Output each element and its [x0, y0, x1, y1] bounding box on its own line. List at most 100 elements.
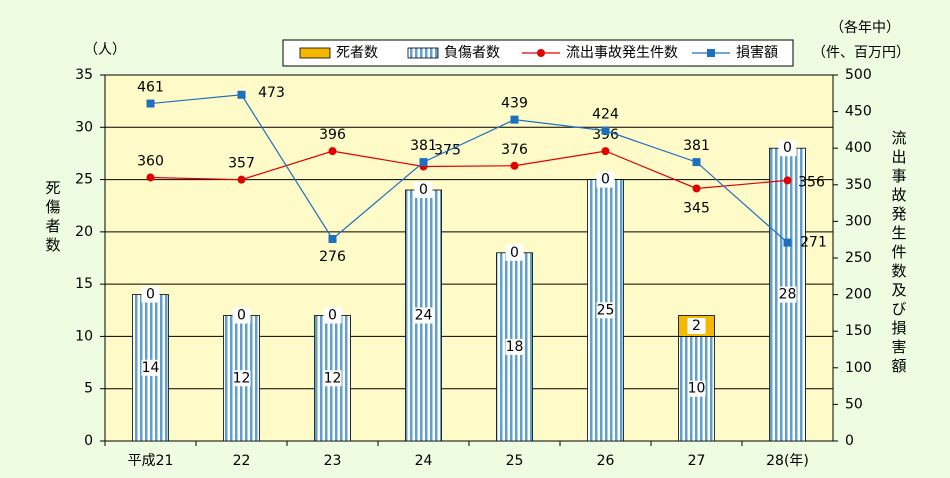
y-axis-label: 死傷者数 [44, 180, 62, 256]
legend-label: 損害額 [736, 45, 778, 61]
data-label: 0 [510, 245, 519, 261]
data-label-bg [323, 307, 342, 324]
data-label: 0 [419, 182, 428, 198]
x-tick-label: 23 [324, 453, 342, 469]
plot-area [104, 74, 834, 442]
y2-tick-label: 200 [845, 287, 872, 303]
y-tick-label: 20 [75, 224, 93, 240]
y-tick-label: 35 [75, 67, 93, 83]
line-point [692, 158, 701, 167]
y2-unit: （件、百万円） [812, 45, 910, 61]
data-label: 0 [601, 172, 610, 188]
data-label: 424 [592, 107, 619, 123]
line-point [601, 147, 610, 156]
data-label: 24 [415, 308, 433, 324]
line-point [783, 238, 792, 247]
data-label-bg [505, 244, 524, 261]
data-label: 396 [319, 127, 346, 143]
x-tick-label: 27 [688, 453, 706, 469]
data-label: 28 [779, 287, 797, 303]
line-point [237, 90, 246, 99]
y-tick-label: 15 [75, 276, 93, 292]
legend-label: 負傷者数 [444, 45, 500, 61]
data-label: 271 [800, 235, 827, 251]
data-label-bg [505, 338, 524, 355]
y-tick-label: 25 [75, 172, 93, 188]
line-point [328, 234, 337, 243]
y-unit: （人） [84, 42, 126, 58]
line [150, 94, 788, 244]
y2-axis-label: 流出事故発生件数及び損害額 [890, 130, 908, 377]
y2-tick-label: 300 [845, 213, 872, 229]
data-label: 10 [688, 381, 706, 397]
y2-tick-label: 50 [845, 396, 863, 412]
line [150, 150, 788, 190]
x-tick-label: 28(年) [766, 453, 809, 469]
line-point [510, 115, 519, 124]
x-tick-label: 25 [506, 453, 524, 469]
data-label: 461 [137, 80, 164, 96]
legend-label: 流出事故発生件数 [566, 45, 678, 61]
data-label: 356 [798, 174, 825, 190]
line-point [237, 175, 246, 184]
data-label-bg [141, 286, 160, 303]
data-label: 2 [692, 318, 701, 334]
line-point [783, 176, 792, 185]
data-label: 18 [506, 339, 524, 355]
data-label-bg [414, 307, 433, 324]
y2-tick-label: 350 [845, 177, 872, 193]
data-label: 12 [233, 370, 251, 386]
data-label: 0 [328, 308, 337, 324]
y-tick-label: 10 [75, 328, 93, 344]
legend-marker [537, 49, 545, 57]
data-label-bg [596, 302, 615, 319]
y2-tick-label: 0 [845, 433, 854, 449]
data-label-bg [687, 317, 706, 334]
x-tick-label: 26 [597, 453, 615, 469]
data-label: 360 [137, 153, 164, 169]
legend-swatch [299, 47, 331, 59]
line-point [419, 158, 428, 167]
data-label: 345 [683, 200, 710, 216]
y2-tick-label: 500 [845, 67, 872, 83]
y-tick-label: 30 [75, 119, 93, 135]
line-point [692, 184, 701, 193]
data-label-bg [778, 286, 797, 303]
data-label-bg [414, 182, 433, 199]
data-label: 381 [410, 138, 437, 154]
legend-swatch [407, 47, 439, 59]
data-label: 0 [783, 140, 792, 156]
data-label: 439 [501, 96, 528, 112]
y2-tick-label: 250 [845, 250, 872, 266]
data-label: 376 [501, 142, 528, 158]
data-label: 14 [142, 360, 160, 376]
y2-tick-label: 150 [845, 323, 872, 339]
data-label: 396 [592, 127, 619, 143]
legend-label: 死者数 [336, 45, 378, 61]
x-tick-label: 平成21 [128, 453, 174, 469]
y2-tick-label: 400 [845, 140, 872, 156]
line-point [601, 126, 610, 135]
line-point [328, 147, 337, 156]
data-label-bg [232, 370, 251, 387]
x-tick-label: 24 [415, 453, 433, 469]
data-label: 276 [319, 249, 346, 265]
data-label: 12 [324, 370, 342, 386]
line-point [510, 161, 519, 170]
data-label-bg [141, 359, 160, 376]
data-label: 25 [597, 302, 615, 318]
data-label-bg [323, 370, 342, 387]
data-label-bg [778, 140, 797, 157]
data-label-bg [232, 307, 251, 324]
data-label: 357 [228, 156, 255, 172]
y-tick-label: 5 [84, 381, 93, 397]
y2-tick-label: 100 [845, 360, 872, 376]
line-point [146, 99, 155, 108]
data-label: 381 [683, 138, 710, 154]
legend-marker [707, 49, 715, 57]
y2-tick-label: 450 [845, 104, 872, 120]
data-label-bg [596, 171, 615, 188]
data-label-bg [687, 380, 706, 397]
line-point [146, 173, 155, 182]
